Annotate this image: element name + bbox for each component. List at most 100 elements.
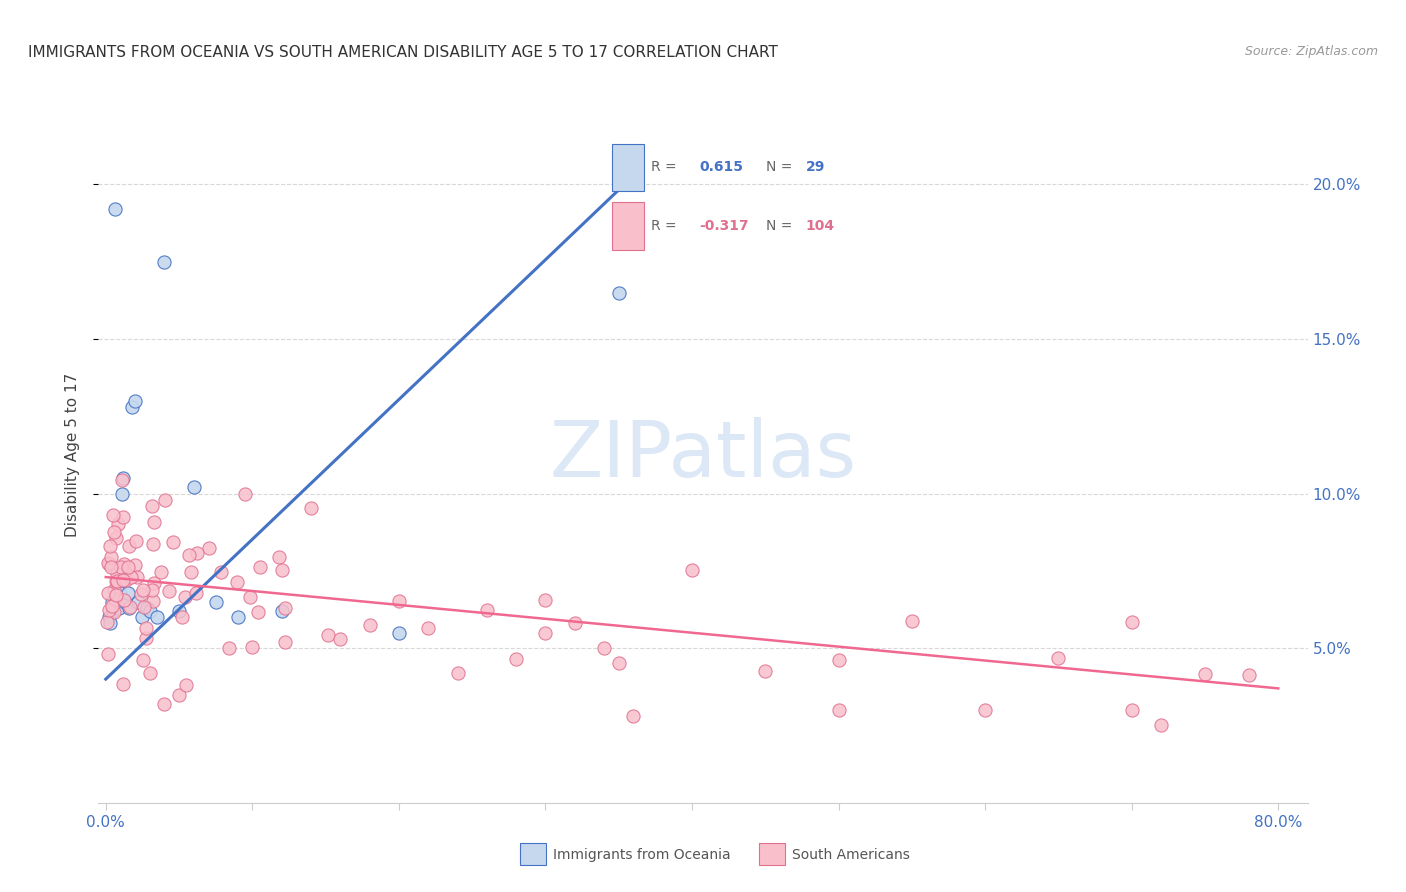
Point: [198, 541, 221, 555]
Point: [162, 535, 184, 549]
Point: [97, 610, 120, 624]
Point: [118, 599, 141, 614]
Point: [112, 509, 135, 524]
Point: [105, 588, 128, 602]
Point: [142, 515, 165, 529]
Point: [132, 599, 155, 614]
Point: [534, 625, 557, 640]
Point: [239, 591, 262, 605]
Point: [754, 664, 776, 678]
Point: [101, 604, 124, 618]
Text: ZIPatlas: ZIPatlas: [550, 417, 856, 493]
Point: [114, 595, 136, 609]
Point: [247, 605, 270, 619]
Y-axis label: Disability Age 5 to 17: Disability Age 5 to 17: [65, 373, 80, 537]
Point: [225, 575, 247, 590]
Point: [112, 593, 135, 607]
Point: [153, 697, 176, 711]
Point: [124, 393, 146, 408]
Point: [143, 576, 166, 591]
Text: Source: ZipAtlas.com: Source: ZipAtlas.com: [1244, 45, 1378, 58]
Point: [150, 565, 173, 579]
Point: [607, 285, 630, 300]
Point: [172, 609, 194, 624]
Point: [249, 560, 271, 574]
Point: [105, 531, 128, 545]
Point: [96, 615, 118, 629]
Point: [534, 592, 557, 607]
Point: [120, 570, 142, 584]
Point: [901, 614, 924, 628]
Point: [100, 560, 122, 574]
Point: [112, 471, 135, 485]
Point: [138, 665, 160, 680]
Point: [186, 586, 208, 600]
Point: [142, 594, 165, 608]
Point: [135, 621, 157, 635]
Point: [267, 549, 290, 564]
Point: [105, 595, 128, 609]
Point: [103, 202, 125, 216]
Point: [146, 610, 169, 624]
Point: [111, 573, 134, 587]
Point: [388, 625, 411, 640]
Point: [681, 563, 703, 577]
Point: [218, 640, 240, 655]
Point: [124, 558, 146, 573]
Point: [1121, 703, 1143, 717]
Point: [127, 595, 149, 609]
Point: [1121, 615, 1143, 629]
Point: [112, 558, 135, 572]
Point: [101, 599, 124, 613]
Point: [98, 539, 121, 553]
Point: [100, 549, 122, 564]
Point: [129, 586, 152, 600]
Point: [1150, 718, 1173, 732]
Point: [593, 641, 616, 656]
Point: [125, 569, 148, 583]
Point: [98, 603, 121, 617]
Point: [111, 486, 134, 500]
Point: [176, 678, 198, 692]
Point: [100, 595, 122, 609]
Point: [111, 473, 134, 487]
Point: [132, 653, 155, 667]
Point: [105, 574, 128, 588]
Point: [974, 703, 997, 717]
Point: [270, 604, 292, 618]
Point: [117, 560, 139, 574]
Point: [117, 585, 139, 599]
Point: [329, 632, 352, 647]
Point: [142, 537, 165, 551]
Point: [110, 585, 132, 599]
Point: [226, 610, 249, 624]
Point: [564, 616, 586, 631]
Point: [179, 565, 201, 579]
Text: IMMIGRANTS FROM OCEANIA VS SOUTH AMERICAN DISABILITY AGE 5 TO 17 CORRELATION CHA: IMMIGRANTS FROM OCEANIA VS SOUTH AMERICA…: [28, 45, 778, 60]
Point: [186, 546, 208, 560]
Point: [110, 559, 132, 574]
Point: [359, 618, 381, 632]
Point: [274, 635, 297, 649]
Point: [97, 648, 120, 662]
Point: [105, 574, 128, 588]
Point: [475, 603, 498, 617]
Point: [103, 583, 125, 598]
Point: [131, 610, 153, 624]
Point: [316, 628, 339, 642]
Point: [274, 600, 297, 615]
Point: [1047, 651, 1070, 665]
Point: [121, 400, 143, 414]
Point: [1237, 668, 1260, 682]
Point: [98, 616, 121, 631]
Point: [827, 703, 849, 717]
Point: [153, 254, 176, 268]
Point: [240, 640, 263, 655]
Point: [270, 563, 292, 577]
Point: [114, 572, 136, 586]
Point: [97, 556, 120, 570]
Point: [621, 709, 644, 723]
Point: [1194, 667, 1216, 681]
Point: [96, 586, 118, 600]
Point: [167, 688, 190, 702]
